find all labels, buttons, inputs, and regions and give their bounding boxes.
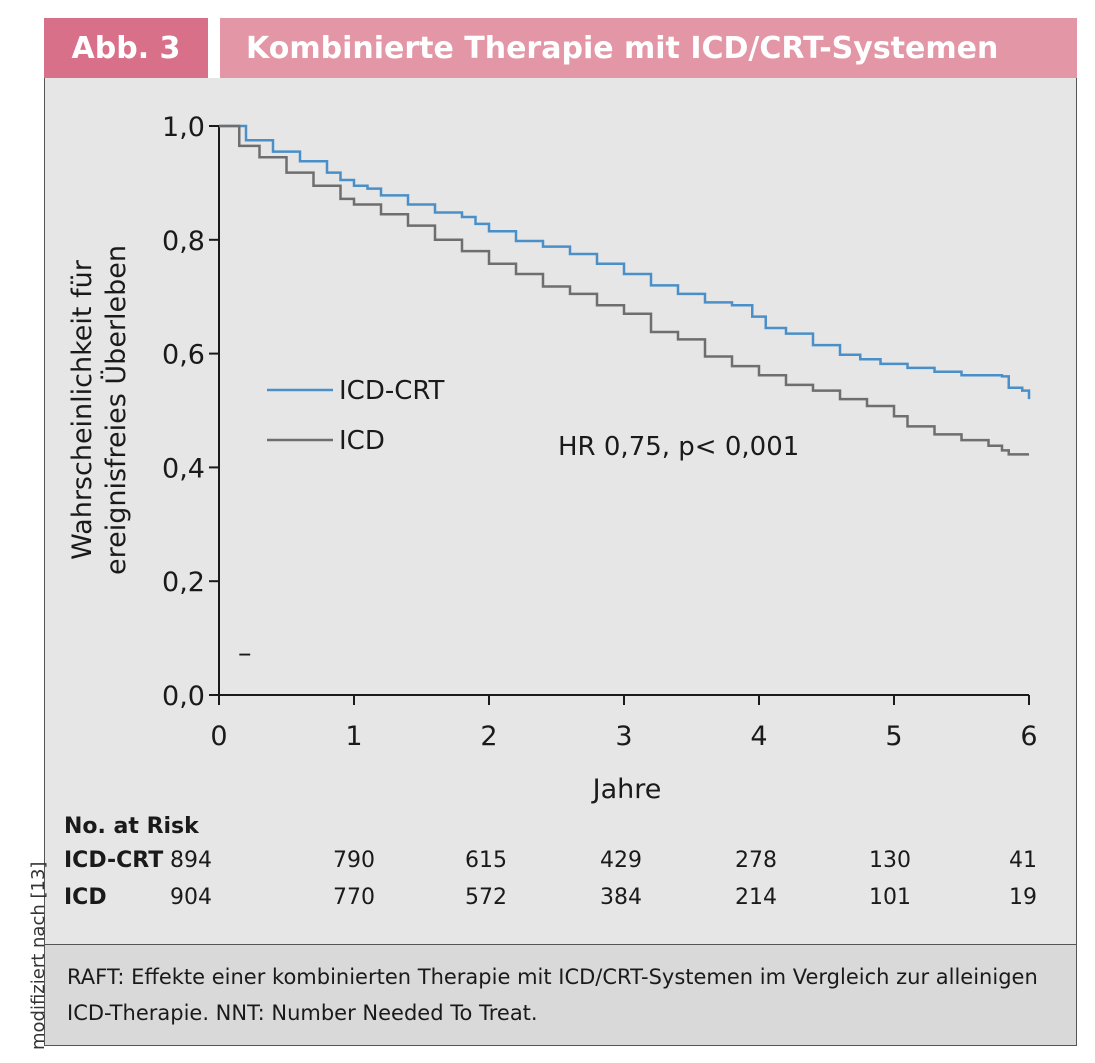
risk-cell: 41 <box>1009 848 1037 873</box>
legend-label-icd-crt: ICD-CRT <box>339 376 445 406</box>
risk-cell: 19 <box>1009 885 1037 910</box>
caption-box: RAFT: Effekte einer kombinierten Therapi… <box>44 944 1077 1046</box>
stray-dash-mark: – <box>238 638 252 669</box>
risk-row-label: ICD <box>64 885 107 910</box>
risk-cell: 894 <box>170 848 212 873</box>
y-axis-label-line-1: Wahrscheinlichkeit für <box>67 259 98 560</box>
x-tick-label: 4 <box>750 721 767 752</box>
risk-table-title: No. at Risk <box>64 814 199 839</box>
risk-cell: 770 <box>333 885 375 910</box>
figure-badge-label: Abb. 3 <box>71 30 181 66</box>
risk-cell: 429 <box>600 848 642 873</box>
x-tick-label: 2 <box>480 721 497 752</box>
x-axis-label: Jahre <box>591 774 662 805</box>
series-line-icd-crt <box>219 124 1031 400</box>
source-note: modifiziert nach [13] <box>28 861 49 1050</box>
risk-cell: 130 <box>869 848 911 873</box>
risk-cell: 214 <box>735 885 777 910</box>
risk-cell: 572 <box>465 885 507 910</box>
risk-cell: 615 <box>465 848 507 873</box>
x-tick-label: 3 <box>615 721 632 752</box>
y-axis-label-line-2: ereignisfreies Überleben <box>100 245 132 575</box>
y-tick-label: 0,4 <box>162 453 205 484</box>
survival-chart: 0,0 0,2 0,4 0,6 0,8 1,0 0 1 2 3 4 5 6 Jahre Wahrschein… <box>67 112 1038 805</box>
risk-cell: 790 <box>333 848 375 873</box>
figure-title: Kombinierte Therapie mit ICD/CRT-Systeme… <box>220 18 1077 78</box>
risk-cell: 904 <box>170 885 212 910</box>
y-tick-label: 0,8 <box>162 226 205 257</box>
risk-cell: 384 <box>600 885 642 910</box>
risk-row-label: ICD-CRT <box>64 848 164 873</box>
x-tick-label: 6 <box>1020 721 1037 752</box>
risk-cell: 278 <box>735 848 777 873</box>
x-tick-label: 1 <box>345 721 362 752</box>
risk-cell: 101 <box>869 885 911 910</box>
y-tick-label: 0,6 <box>162 340 205 371</box>
figure-panel: 0,0 0,2 0,4 0,6 0,8 1,0 0 1 2 3 4 5 6 Jahre Wahrschein… <box>44 78 1077 944</box>
figure-title-label: Kombinierte Therapie mit ICD/CRT-Systeme… <box>246 30 999 66</box>
x-tick-label: 5 <box>885 721 902 752</box>
y-tick-label: 1,0 <box>162 112 205 143</box>
y-tick-label: 0,2 <box>162 567 205 598</box>
x-tick-label: 0 <box>210 721 227 752</box>
y-tick-label: 0,0 <box>162 681 205 712</box>
caption-text: RAFT: Effekte einer kombinierten Therapi… <box>67 965 1038 1025</box>
figure-badge: Abb. 3 <box>44 18 208 78</box>
legend-label-icd: ICD <box>339 426 385 456</box>
series-line-icd <box>219 124 1029 456</box>
hazard-ratio-annotation: HR 0,75, p< 0,001 <box>558 432 799 462</box>
